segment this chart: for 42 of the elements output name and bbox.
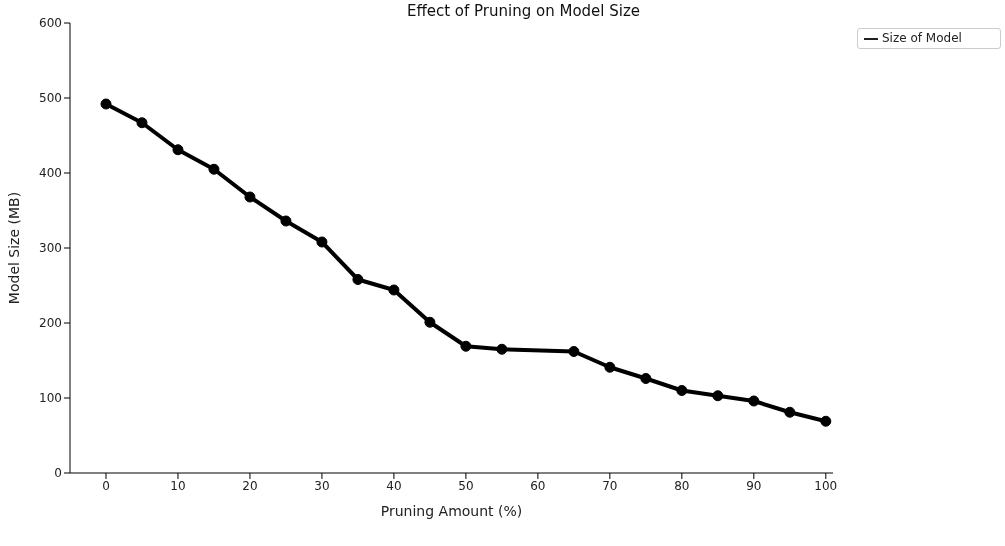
point (604, 361, 616, 373)
point (676, 385, 688, 396)
x-tick-label: 70 (602, 478, 618, 493)
point (280, 215, 292, 227)
y-tick-label: 200 (39, 316, 62, 331)
point (172, 144, 184, 156)
point (316, 236, 328, 248)
point (244, 191, 256, 203)
point (640, 373, 652, 384)
y-axis-title: Model Size (MB) (5, 191, 22, 305)
y-tick-label: 300 (39, 241, 62, 256)
point (568, 346, 580, 357)
y-tick-label: 600 (39, 16, 62, 31)
point (388, 284, 400, 296)
x-tick-label: 80 (674, 478, 690, 493)
point (136, 117, 148, 129)
point (496, 343, 508, 355)
x-tick-label: 60 (530, 478, 546, 493)
legend-label: Size of Model (882, 31, 962, 45)
point (820, 415, 832, 427)
x-tick-label: 0 (102, 478, 110, 493)
x-tick-label: 100 (814, 478, 838, 493)
x-tick-label: 50 (458, 478, 474, 493)
x-tick-label: 90 (746, 478, 762, 493)
y-tick-label: 400 (39, 166, 62, 181)
y-tick-label: 500 (39, 91, 62, 106)
point (424, 316, 436, 328)
point (352, 274, 364, 285)
x-tick-label: 10 (170, 478, 186, 493)
point (712, 390, 724, 402)
point (100, 98, 112, 110)
y-tick-label: 0 (54, 466, 62, 481)
chart-title: Effect of Pruning on Model Size (405, 2, 642, 20)
x-tick-label: 30 (314, 478, 330, 493)
y-tick-label: 100 (39, 391, 62, 406)
point (784, 406, 796, 418)
point (208, 163, 220, 175)
x-tick-label: 20 (242, 478, 258, 493)
point (748, 395, 760, 407)
point (460, 340, 472, 352)
x-tick-label: 40 (386, 478, 402, 493)
x-axis-title: Pruning Amount (%) (380, 503, 523, 519)
